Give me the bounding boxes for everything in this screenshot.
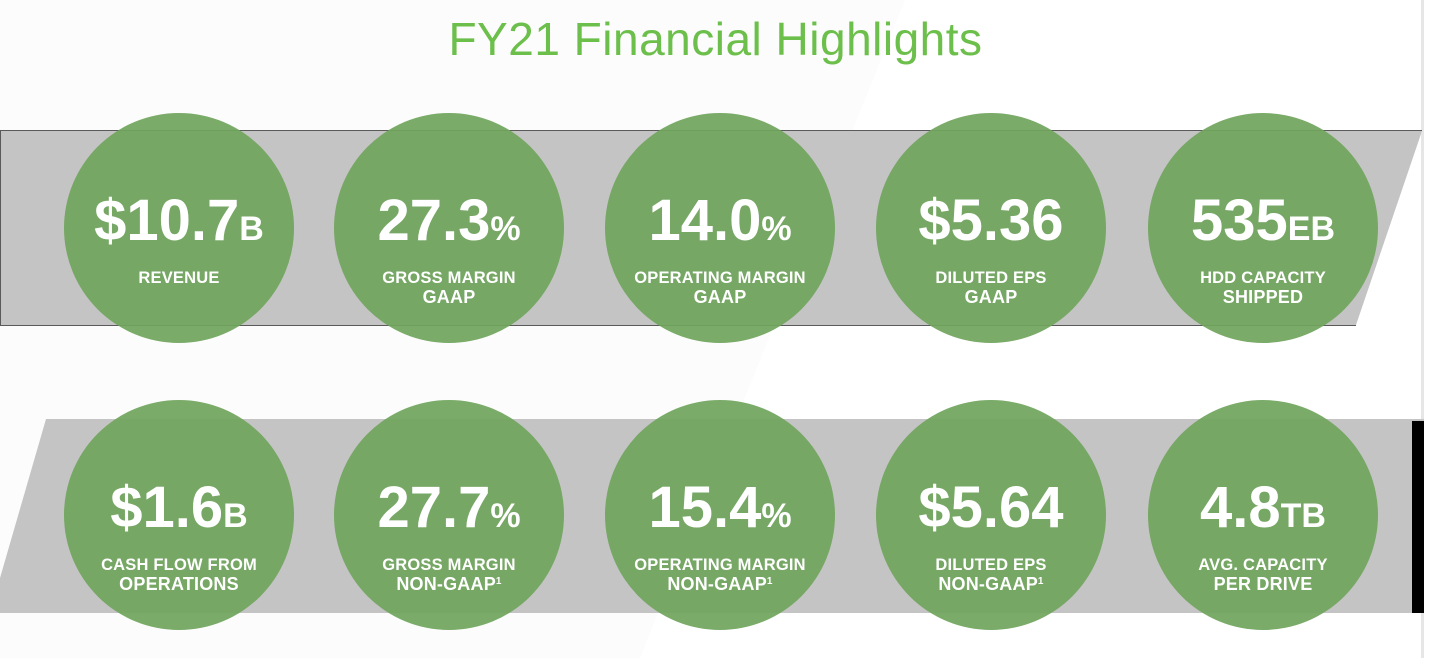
metric-value: $5.64 [918, 475, 1064, 540]
metric-value: 14.0% [648, 188, 792, 253]
footnote-marker: 1 [1037, 576, 1044, 587]
metric-label: OPERATING MARGIN GAAP [634, 269, 806, 307]
footnote-marker: 1 [766, 576, 773, 587]
metric-value: 535EB [1190, 188, 1335, 253]
metric-circle-avg-capacity-per-drive: 4.8TB AVG. CAPACITY PER DRIVE [1148, 400, 1378, 630]
footnote-marker: 1 [495, 576, 502, 587]
metric-circle-revenue: $10.7B REVENUE [64, 113, 294, 343]
metric-label: HDD CAPACITY SHIPPED [1200, 269, 1326, 307]
metric-value: 27.7% [377, 475, 521, 540]
metric-label: REVENUE [138, 269, 220, 287]
metrics-row-non-gaap: $1.6B CASH FLOW FROM OPERATIONS 27.7% GRO… [0, 400, 1431, 630]
metric-circle-hdd-capacity-shipped: 535EB HDD CAPACITY SHIPPED [1148, 113, 1378, 343]
metric-value: $1.6B [110, 475, 248, 540]
metric-label: OPERATING MARGIN NON-GAAP1 [634, 556, 806, 594]
metric-value: 4.8TB [1200, 475, 1326, 540]
metric-circle-gross-margin-gaap: 27.3% GROSS MARGIN GAAP [334, 113, 564, 343]
metric-circle-gross-margin-non-gaap: 27.7% GROSS MARGIN NON-GAAP1 [334, 400, 564, 630]
metric-value: $10.7B [94, 188, 264, 253]
metrics-row-gaap: $10.7B REVENUE 27.3% GROSS MARGIN GAAP 14… [0, 113, 1431, 343]
metric-circle-operating-margin-non-gaap: 15.4% OPERATING MARGIN NON-GAAP1 [605, 400, 835, 630]
metric-label: AVG. CAPACITY PER DRIVE [1198, 556, 1328, 594]
metric-circle-diluted-eps-gaap: $5.36 DILUTED EPS GAAP [876, 113, 1106, 343]
metric-value: 15.4% [648, 475, 792, 540]
metric-label: CASH FLOW FROM OPERATIONS [101, 556, 257, 594]
metric-circle-cash-flow-from-operations: $1.6B CASH FLOW FROM OPERATIONS [64, 400, 294, 630]
page-right-edge [1421, 0, 1424, 658]
black-edge-bar [1412, 421, 1424, 613]
metric-value: $5.36 [918, 188, 1064, 253]
metric-label: DILUTED EPS GAAP [935, 269, 1047, 307]
metric-circle-diluted-eps-non-gaap: $5.64 DILUTED EPS NON-GAAP1 [876, 400, 1106, 630]
metric-label: DILUTED EPS NON-GAAP1 [935, 556, 1047, 594]
metric-circle-operating-margin-gaap: 14.0% OPERATING MARGIN GAAP [605, 113, 835, 343]
metric-label: GROSS MARGIN NON-GAAP1 [382, 556, 516, 594]
page-title: FY21 Financial Highlights [448, 13, 983, 65]
metric-value: 27.3% [377, 188, 521, 253]
metric-label: GROSS MARGIN GAAP [382, 269, 516, 307]
